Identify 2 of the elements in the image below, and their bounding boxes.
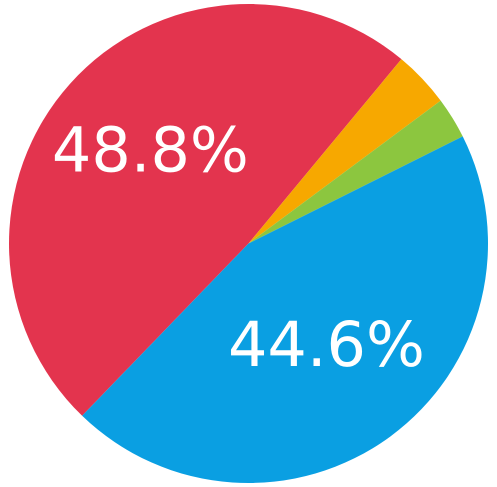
data-label: 48.8% <box>52 114 249 187</box>
data-label: 44.6% <box>228 308 425 381</box>
